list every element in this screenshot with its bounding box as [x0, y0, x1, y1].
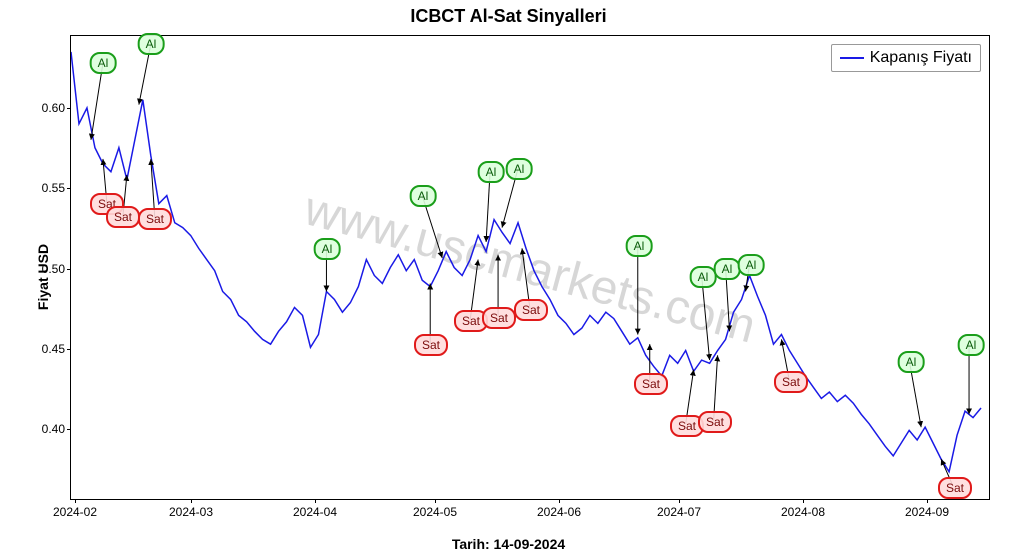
x-tick-label: 2024-07	[657, 505, 701, 519]
price-line-svg	[71, 36, 989, 499]
buy-signal-label: Al	[898, 351, 925, 373]
sell-signal-label: Sat	[698, 411, 732, 433]
price-line	[71, 52, 981, 472]
sell-signal-label: Sat	[634, 373, 668, 395]
x-tick-mark	[75, 499, 76, 503]
x-tick-label: 2024-03	[169, 505, 213, 519]
chart-container: ICBCT Al-Sat Sinyalleri Fiyat USD Tarih:…	[0, 0, 1017, 554]
sell-signal-label: Sat	[774, 371, 808, 393]
x-tick-mark	[679, 499, 680, 503]
x-tick-label: 2024-06	[537, 505, 581, 519]
x-tick-mark	[191, 499, 192, 503]
y-tick-mark	[67, 108, 71, 109]
buy-signal-label: Al	[90, 52, 117, 74]
buy-signal-label: Al	[410, 185, 437, 207]
y-tick-label: 0.45	[23, 342, 65, 356]
sell-signal-label: Sat	[106, 206, 140, 228]
y-tick-mark	[67, 269, 71, 270]
y-tick-label: 0.55	[23, 181, 65, 195]
y-tick-mark	[67, 349, 71, 350]
x-tick-mark	[435, 499, 436, 503]
buy-signal-label: Al	[626, 235, 653, 257]
x-tick-mark	[315, 499, 316, 503]
x-tick-label: 2024-09	[905, 505, 949, 519]
buy-signal-label: Al	[478, 161, 505, 183]
legend-label: Kapanış Fiyatı	[870, 49, 972, 67]
x-tick-label: 2024-05	[413, 505, 457, 519]
legend-line-swatch	[840, 57, 864, 59]
x-tick-mark	[559, 499, 560, 503]
y-tick-mark	[67, 188, 71, 189]
x-tick-label: 2024-04	[293, 505, 337, 519]
y-axis-label: Fiyat USD	[35, 244, 51, 310]
y-tick-label: 0.50	[23, 262, 65, 276]
sell-signal-label: Sat	[414, 334, 448, 356]
sell-signal-label: Sat	[514, 299, 548, 321]
buy-signal-label: Al	[690, 266, 717, 288]
x-axis-label: Tarih: 14-09-2024	[0, 536, 1017, 552]
x-tick-mark	[803, 499, 804, 503]
x-tick-mark	[927, 499, 928, 503]
buy-signal-label: Al	[314, 238, 341, 260]
x-tick-label: 2024-08	[781, 505, 825, 519]
y-tick-mark	[67, 429, 71, 430]
sell-signal-label: Sat	[938, 477, 972, 499]
buy-signal-label: Al	[714, 258, 741, 280]
legend-box: Kapanış Fiyatı	[831, 44, 981, 72]
buy-signal-label: Al	[958, 334, 985, 356]
y-tick-label: 0.40	[23, 422, 65, 436]
chart-title: ICBCT Al-Sat Sinyalleri	[0, 6, 1017, 27]
sell-signal-label: Sat	[482, 307, 516, 329]
y-tick-label: 0.60	[23, 101, 65, 115]
x-tick-label: 2024-02	[53, 505, 97, 519]
buy-signal-label: Al	[138, 33, 165, 55]
plot-area: www.uscmarkets.com Kapanış Fiyatı 0.400.…	[70, 35, 990, 500]
buy-signal-label: Al	[506, 158, 533, 180]
sell-signal-label: Sat	[138, 208, 172, 230]
buy-signal-label: Al	[738, 254, 765, 276]
